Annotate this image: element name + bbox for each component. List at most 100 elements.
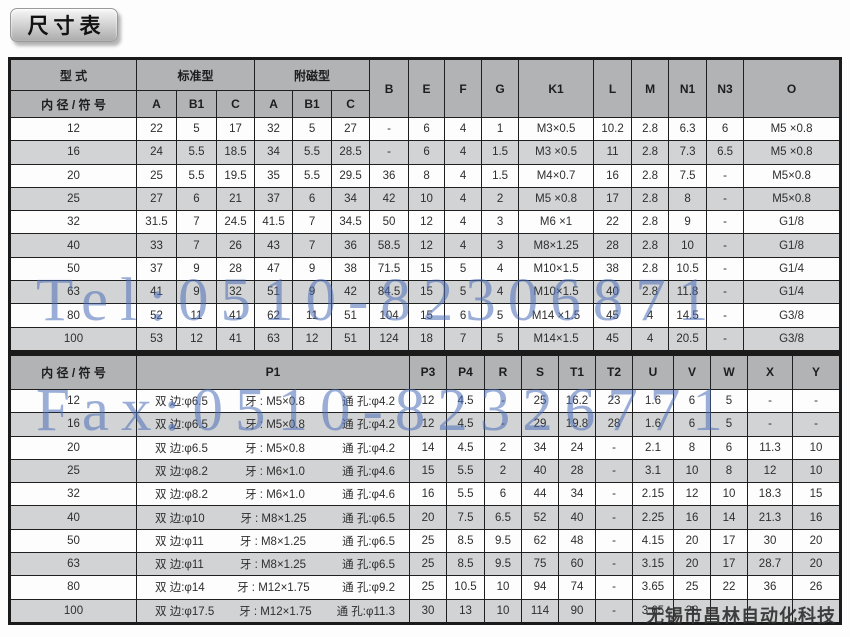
value-cell: 41 [136,280,177,305]
p1-hole: 通 孔:φ6.5 [342,535,395,548]
value-cell: 5 [481,326,520,352]
page-title-text: 尺寸表 [27,15,106,38]
value-cell: 4 [444,163,483,188]
header-sub-C1: C [215,90,256,118]
value-cell: 60 [558,552,596,577]
value-cell: M10×1.5 [518,280,595,305]
value-cell: 18.5 [215,140,256,165]
value-cell: - [706,163,745,188]
value-cell: M5×0.8 [743,163,841,188]
header-col-F: F [444,58,483,118]
table-row: 32 双 边:φ8.2 牙 : M6×1.0 通 孔:φ4.6 16 5.5 6 44 34-2… [9,482,841,507]
value-cell [792,598,841,624]
value-cell: G3/8 [743,303,841,328]
value-cell: 6 [673,388,711,414]
value-cell: 32 [215,280,256,305]
value-cell: 9.5 [484,528,522,554]
value-cell: 2.8 [631,256,670,282]
value-cell: 7.3 [668,140,708,165]
header-col-P3: P3 [409,353,447,390]
value-cell: 1.6 [632,412,674,437]
table-row: 100 双 边:φ17.5 牙 : M12×1.75 通 孔:φ11.3 30 13 10 1… [9,598,841,624]
value-cell: 2.8 [631,210,670,235]
value-cell: 41.5 [254,210,294,235]
value-cell: 5.5 [446,458,485,484]
table-row: 50 双 边:φ11 牙 : M8×1.25 通 孔:φ6.5 25 8.5 9.5 62 48… [9,528,841,554]
dimension-tables: 型 式 标准型 附磁型 B E F G K1 L M N1 N3 O 内 径 /… [8,57,842,625]
dimension-table-bottom: 内 径 / 符 号 P1 P3 P4 R S T1 T2 U V W X Y 1… [8,352,842,625]
value-cell: 8 [408,163,446,188]
value-cell: 17 [593,186,633,212]
value-cell: 5.5 [292,163,333,188]
value-cell: 74 [558,575,596,600]
bore-cell: 32 [9,482,137,507]
value-cell: 7 [292,233,333,258]
value-cell: 34 [558,482,596,507]
value-cell: 52 [136,303,177,328]
value-cell: 37 [254,186,294,212]
value-cell: M8×1.25 [518,233,595,258]
value-cell: 25 [136,163,177,188]
bore-cell: 50 [9,528,137,554]
bore-cell: 25 [9,458,137,484]
value-cell: 14 [710,505,748,530]
value-cell: 15 [792,482,841,507]
value-cell: 10 [408,186,446,212]
value-cell: - [484,388,522,414]
header-sub-C2: C [331,90,371,118]
value-cell: - [595,458,633,484]
value-cell: 26 [792,575,841,600]
bore-cell: 16 [9,140,137,165]
p1-thread: 牙 : M5×0.8 [245,396,305,409]
header-col-P1: P1 [136,353,410,390]
value-cell: 3 [481,233,520,258]
p1-thread: 牙 : M12×1.75 [239,605,312,618]
p1-cell: 双 边:φ17.5 牙 : M12×1.75 通 孔:φ11.3 [136,598,410,624]
value-cell: 2.25 [632,505,674,530]
value-cell: 22 [136,116,177,142]
bore-cell: 63 [9,552,137,577]
value-cell: 12 [409,412,447,437]
value-cell: 28.7 [747,552,793,577]
p1-thread: 牙 : M6×1.0 [245,466,305,478]
value-cell: 17 [710,528,748,554]
table-row: 63 双 边:φ11 牙 : M8×1.25 通 孔:φ6.5 25 8.5 9.5 75 60… [9,552,841,577]
value-cell: 20.5 [668,326,708,352]
value-cell: 35 [254,163,294,188]
value-cell: 10.5 [446,575,485,600]
value-cell: 10 [484,598,522,624]
header-magnetic: 附磁型 [254,58,371,91]
value-cell: 30 [409,598,447,624]
p1-cell: 双 边:φ14 牙 : M12×1.75 通 孔:φ9.2 [136,575,410,600]
table-row: 25 27 6 21 37 6 34 42 10 4 2 M5 ×0.8 17 2.8 8- M5×0.8 [9,186,841,212]
value-cell: 11 [593,140,633,165]
value-cell: M3 ×0.5 [518,140,595,165]
value-cell: 36 [747,575,793,600]
value-cell: 7.5 [668,163,708,188]
dimension-table-top: 型 式 标准型 附磁型 B E F G K1 L M N1 N3 O 内 径 /… [8,57,842,353]
p1-side: 双 边:φ11 [155,535,204,548]
header-bore: 内 径 / 符 号 [9,90,137,118]
p1-hole: 通 孔:φ11.3 [336,605,395,618]
value-cell: 7.5 [446,505,485,530]
p1-cell: 双 边:φ6.5 牙 : M5×0.8 通 孔:φ4.2 [136,412,410,437]
value-cell: 4 [631,326,670,352]
value-cell: 62 [521,528,559,554]
p1-hole: 通 孔:φ6.5 [342,512,395,525]
value-cell: 4 [444,186,483,212]
value-cell: 21.3 [747,505,793,530]
table-row: 40 双 边:φ10 牙 : M8×1.25 通 孔:φ6.5 20 7.5 6.5 52 40… [9,505,841,530]
value-cell: 40 [521,458,559,484]
value-cell: - [792,388,841,414]
header-col-N1: N1 [668,58,708,118]
value-cell: 2.8 [631,140,670,165]
value-cell: 3 [481,210,520,235]
value-cell: 10.2 [593,116,633,142]
value-cell: 28 [215,256,256,282]
value-cell: 6 [673,412,711,437]
value-cell: 27 [136,186,177,212]
value-cell: 4.5 [446,388,485,414]
p1-hole: 通 孔:φ4.6 [342,489,395,502]
bore-cell: 100 [9,326,137,352]
value-cell: 27 [331,116,371,142]
